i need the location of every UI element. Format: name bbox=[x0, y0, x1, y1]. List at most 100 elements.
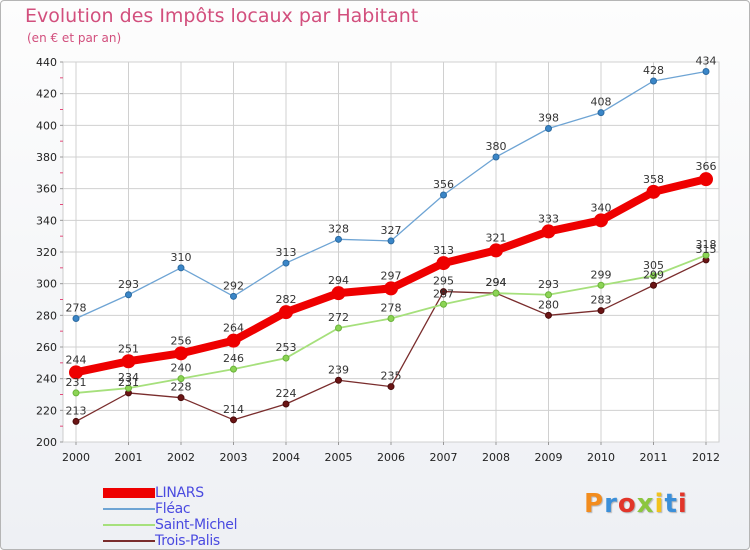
data-label-fl-ac: 327 bbox=[381, 224, 402, 237]
data-label-fl-ac: 428 bbox=[643, 64, 664, 77]
y-tick-label: 360 bbox=[36, 183, 57, 196]
legend-swatch bbox=[103, 540, 155, 542]
data-label-fl-ac: 380 bbox=[486, 140, 507, 153]
data-point-linars bbox=[594, 213, 608, 228]
data-label-saint-michel: 287 bbox=[433, 287, 454, 300]
data-point-trois-palis bbox=[335, 376, 342, 384]
x-tick-label: 2001 bbox=[115, 451, 143, 464]
data-point-trois-palis bbox=[72, 417, 80, 425]
data-point-fl-ac bbox=[545, 125, 552, 132]
data-label-trois-palis: 235 bbox=[381, 370, 402, 383]
data-label-saint-michel: 246 bbox=[223, 352, 244, 365]
data-label-fl-ac: 310 bbox=[171, 251, 192, 264]
chart-title: Evolution des Impôts locaux par Habitant bbox=[25, 5, 419, 27]
x-tick-label: 2004 bbox=[272, 451, 300, 464]
data-label-saint-michel: 318 bbox=[696, 238, 717, 251]
x-tick-label: 2010 bbox=[587, 451, 615, 464]
data-label-trois-palis: 294 bbox=[486, 276, 507, 289]
data-point-linars bbox=[699, 172, 713, 187]
y-tick-label: 400 bbox=[36, 119, 57, 132]
data-label-linars: 264 bbox=[223, 322, 244, 335]
x-tick-label: 2003 bbox=[220, 451, 248, 464]
data-point-trois-palis bbox=[545, 311, 552, 319]
y-tick-label: 440 bbox=[36, 56, 57, 69]
legend-label: Saint-Michel bbox=[155, 517, 238, 533]
x-tick-label: 2002 bbox=[167, 451, 195, 464]
data-label-linars: 321 bbox=[486, 231, 507, 244]
data-point-linars bbox=[489, 243, 503, 258]
data-label-trois-palis: 239 bbox=[328, 363, 349, 376]
data-point-fl-ac bbox=[387, 237, 395, 245]
legend-label: Fléac bbox=[155, 501, 191, 517]
data-point-fl-ac bbox=[125, 291, 132, 299]
y-tick-label: 320 bbox=[36, 246, 57, 259]
data-point-fl-ac bbox=[650, 77, 657, 85]
y-tick-label: 260 bbox=[36, 341, 57, 354]
data-label-fl-ac: 356 bbox=[433, 178, 454, 191]
data-label-saint-michel: 299 bbox=[591, 268, 612, 281]
data-point-saint-michel bbox=[387, 315, 395, 322]
data-point-fl-ac bbox=[440, 191, 447, 199]
data-label-linars: 251 bbox=[118, 342, 139, 355]
data-point-saint-michel bbox=[702, 251, 710, 259]
data-point-linars bbox=[279, 305, 293, 320]
data-label-saint-michel: 278 bbox=[381, 302, 402, 315]
data-point-trois-palis bbox=[282, 400, 290, 408]
data-label-linars: 333 bbox=[538, 212, 559, 225]
data-point-saint-michel bbox=[282, 354, 290, 362]
legend-swatch bbox=[103, 524, 155, 526]
data-label-saint-michel: 253 bbox=[276, 341, 297, 354]
x-tick-label: 2000 bbox=[62, 451, 90, 464]
data-label-linars: 297 bbox=[381, 269, 402, 282]
data-point-saint-michel bbox=[72, 389, 80, 397]
y-tick-label: 200 bbox=[36, 436, 57, 449]
y-tick-label: 420 bbox=[36, 88, 57, 101]
data-point-fl-ac bbox=[282, 259, 290, 267]
data-point-linars bbox=[541, 224, 556, 239]
data-label-trois-palis: 299 bbox=[643, 268, 664, 281]
data-label-linars: 313 bbox=[433, 244, 454, 257]
chart-subtitle: (en € et par an) bbox=[27, 31, 122, 45]
data-label-linars: 294 bbox=[328, 274, 349, 287]
y-tick-label: 240 bbox=[36, 373, 57, 386]
legend-label: Trois-Palis bbox=[155, 533, 220, 549]
data-point-trois-palis bbox=[387, 383, 395, 391]
data-point-fl-ac bbox=[177, 264, 185, 272]
legend-swatch bbox=[103, 488, 155, 498]
data-point-fl-ac bbox=[597, 109, 605, 117]
data-point-trois-palis bbox=[440, 288, 447, 296]
data-label-trois-palis: 224 bbox=[276, 387, 297, 400]
data-label-linars: 366 bbox=[696, 160, 717, 173]
x-tick-label: 2011 bbox=[640, 451, 668, 464]
data-point-trois-palis bbox=[230, 416, 237, 424]
data-point-saint-michel bbox=[335, 324, 342, 332]
x-tick-label: 2007 bbox=[430, 451, 458, 464]
data-point-linars bbox=[121, 354, 136, 369]
data-label-fl-ac: 398 bbox=[538, 112, 559, 125]
data-point-trois-palis bbox=[177, 394, 185, 402]
data-label-trois-palis: 283 bbox=[591, 294, 612, 307]
data-point-fl-ac bbox=[230, 292, 237, 300]
data-point-linars bbox=[331, 286, 346, 301]
data-label-saint-michel: 293 bbox=[538, 278, 559, 291]
data-label-fl-ac: 278 bbox=[66, 302, 87, 315]
data-label-linars: 256 bbox=[171, 334, 192, 347]
data-point-linars bbox=[226, 333, 241, 348]
data-label-linars: 282 bbox=[276, 293, 297, 306]
data-point-saint-michel bbox=[177, 375, 185, 383]
data-label-fl-ac: 313 bbox=[276, 246, 297, 259]
legend-label: LINARS bbox=[155, 485, 204, 501]
data-label-trois-palis: 280 bbox=[538, 298, 559, 311]
data-point-saint-michel bbox=[650, 272, 657, 280]
x-tick-label: 2012 bbox=[692, 451, 720, 464]
data-label-saint-michel: 272 bbox=[328, 311, 349, 324]
data-label-fl-ac: 408 bbox=[591, 96, 612, 109]
data-point-linars bbox=[646, 184, 661, 199]
data-label-fl-ac: 293 bbox=[118, 278, 139, 291]
y-tick-label: 280 bbox=[36, 309, 57, 322]
data-label-trois-palis: 214 bbox=[223, 403, 244, 416]
x-tick-label: 2006 bbox=[377, 451, 405, 464]
x-tick-label: 2009 bbox=[535, 451, 563, 464]
data-label-trois-palis: 228 bbox=[171, 381, 192, 394]
